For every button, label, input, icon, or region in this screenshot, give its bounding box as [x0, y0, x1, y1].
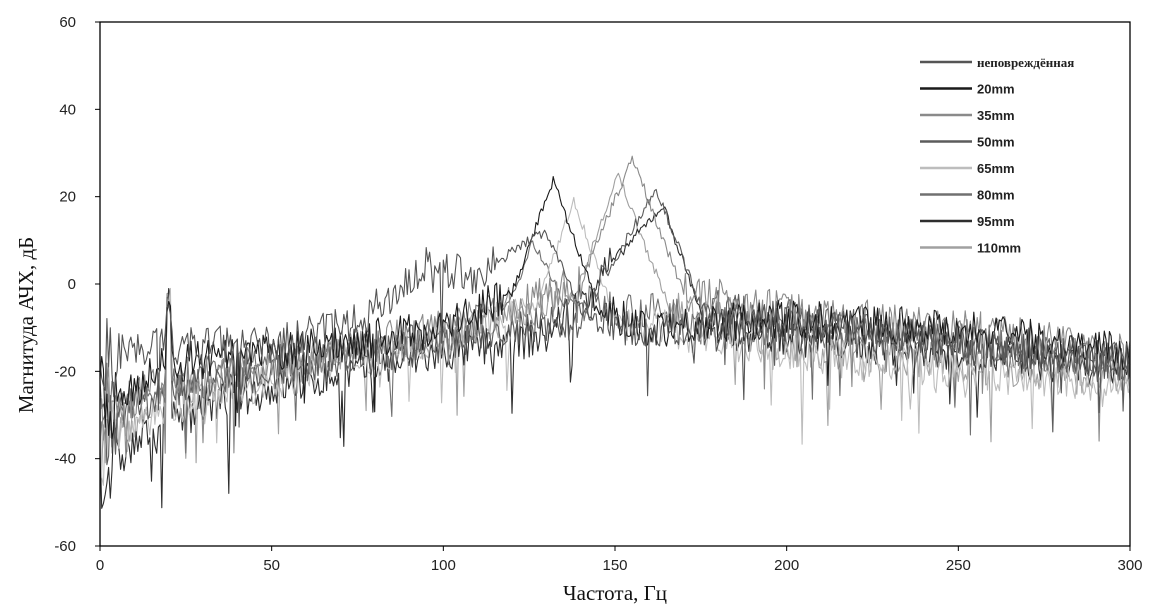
series-layer — [99, 155, 1131, 509]
y-tick-label: 0 — [68, 276, 76, 293]
legend-label: 20mm — [977, 82, 1015, 97]
series-line-95mm — [99, 206, 1131, 509]
series-line-неповреждённая — [99, 229, 1131, 428]
legend-label: 50mm — [977, 135, 1015, 150]
x-tick-label: 100 — [431, 557, 456, 574]
plot-frame — [99, 21, 1131, 547]
y-tick-label: 20 — [59, 189, 76, 206]
x-tick-label: 200 — [774, 557, 799, 574]
x-tick-label: 300 — [1117, 557, 1142, 574]
legend-label: 35mm — [977, 108, 1015, 123]
y-tick-label: 40 — [59, 101, 76, 118]
y-tick-label: 60 — [59, 14, 76, 31]
series-line-20mm — [99, 176, 1131, 439]
x-tick-label: 150 — [602, 557, 627, 574]
legend-label: 95mm — [977, 214, 1015, 229]
y-tick-label: -40 — [54, 451, 76, 468]
y-axis-title: Магнитуда АЧХ, дБ — [14, 237, 38, 413]
series-line-35mm — [99, 155, 1131, 458]
y-tick-label: -60 — [54, 538, 76, 555]
x-tick-label: 50 — [263, 557, 280, 574]
series-line-65mm — [99, 196, 1131, 486]
y-tick-label: -20 — [54, 363, 76, 380]
series-line-50mm — [99, 188, 1131, 466]
x-tick-label: 0 — [96, 557, 104, 574]
legend-label: 65mm — [977, 161, 1015, 176]
legend-label: 80mm — [977, 188, 1015, 203]
x-axis-title: Частота, Гц — [563, 581, 667, 605]
x-tick-label: 250 — [946, 557, 971, 574]
legend-label: неповреждённая — [977, 55, 1074, 70]
legend: неповреждённая 20mm 35mm 50mm 65mm 80mm 95mm 11… — [920, 55, 1074, 256]
legend-label: 110mm — [977, 241, 1021, 256]
